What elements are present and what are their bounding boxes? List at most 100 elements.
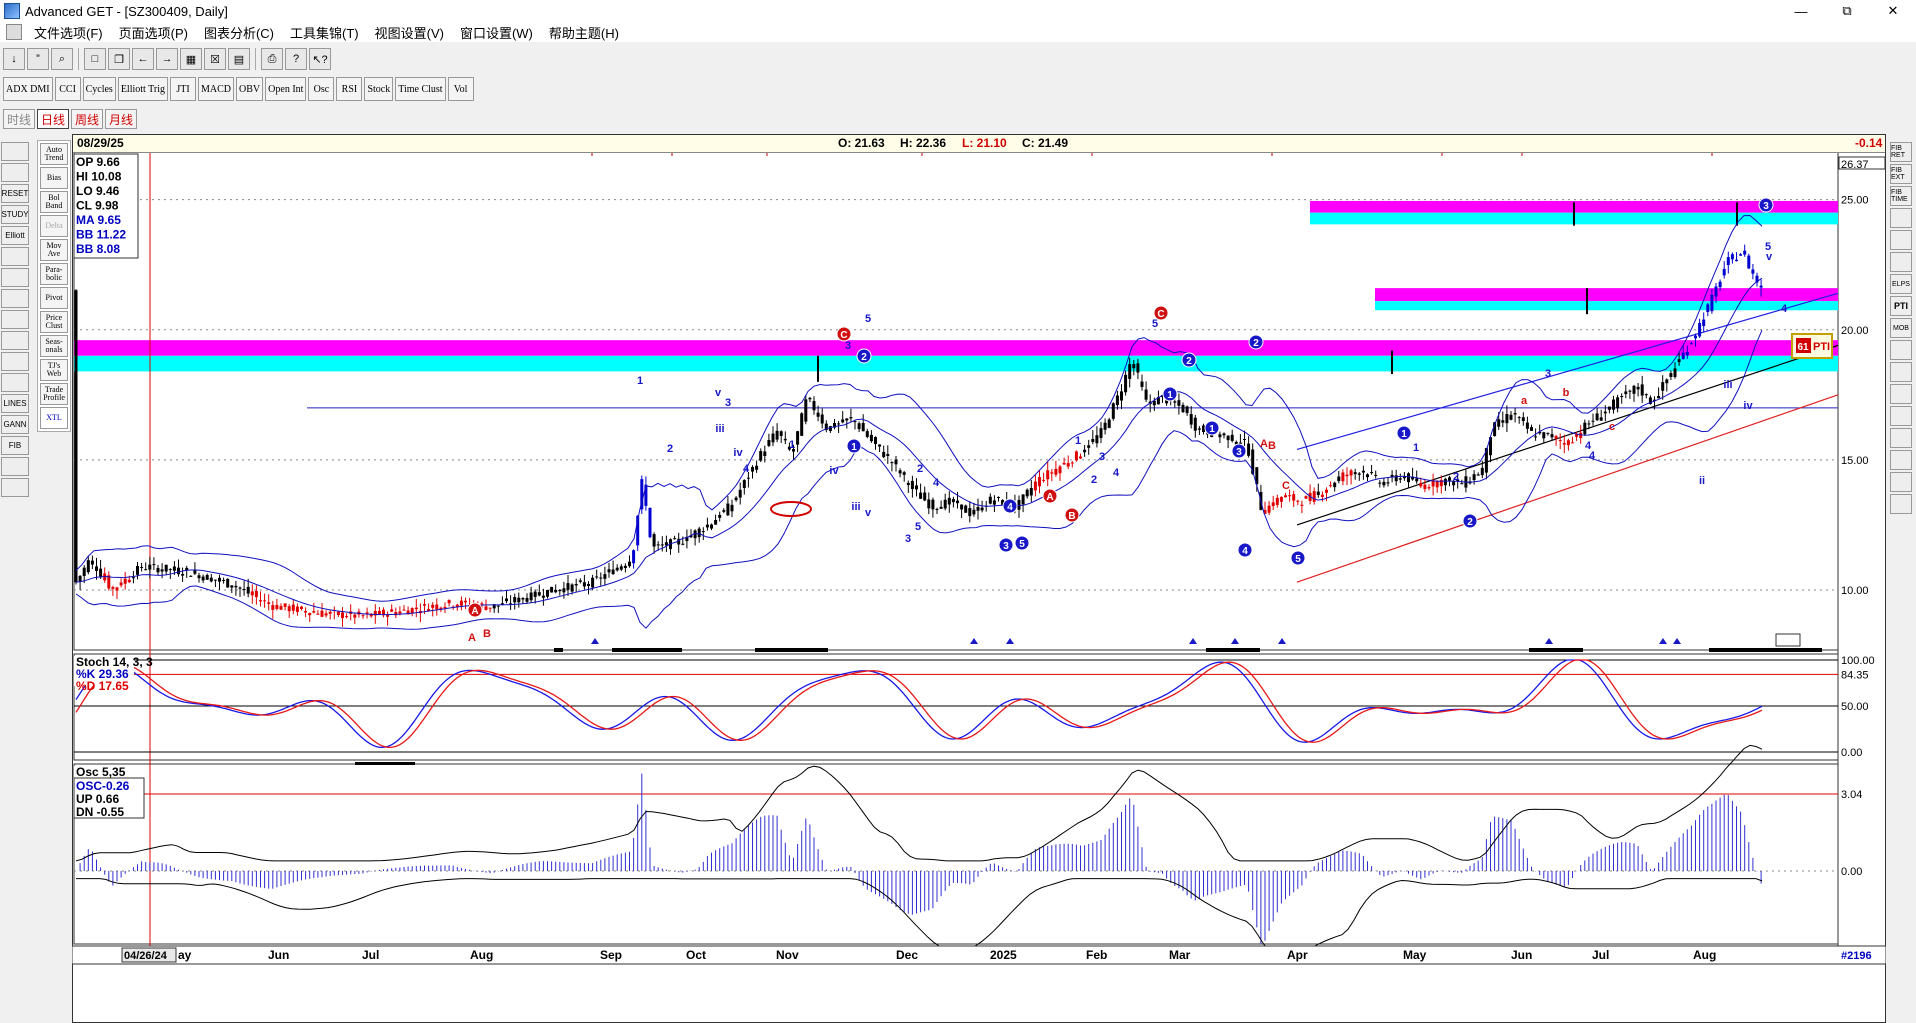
study-pivot[interactable]: Pivot xyxy=(40,287,68,309)
study-tj-s-web[interactable]: TJ's Web xyxy=(40,359,68,381)
menu-page[interactable]: 页面选项(P) xyxy=(118,25,188,41)
candle-body xyxy=(554,589,558,593)
close-button[interactable]: ✕ xyxy=(1887,3,1899,18)
arrow-left-icon[interactable] xyxy=(1,289,29,308)
candle-body xyxy=(1370,472,1374,474)
reset-icon[interactable]: RESET xyxy=(1,184,29,203)
study-auto-trend[interactable]: Auto Trend xyxy=(40,143,68,165)
right-tool-icon-16[interactable] xyxy=(1890,494,1912,514)
right-tool-icon-13[interactable] xyxy=(1890,428,1912,448)
right-tool-fib-time[interactable]: FIB TIME xyxy=(1890,186,1912,206)
right-tool-fib-ret[interactable]: FIB RET xyxy=(1890,142,1912,162)
right-tool-icon-11[interactable] xyxy=(1890,384,1912,404)
export-icon[interactable]: ▤ xyxy=(228,48,250,70)
pin-icon[interactable]: ↓ xyxy=(3,48,25,70)
study-delta[interactable]: Delta xyxy=(40,215,68,237)
right-tool-elps[interactable]: ELPS xyxy=(1890,274,1912,294)
right-tool-pti[interactable]: PTI xyxy=(1890,296,1912,316)
lines-icon[interactable]: LINES xyxy=(1,394,29,413)
expand-icon[interactable] xyxy=(1,352,29,371)
macd-button[interactable]: MACD xyxy=(198,77,235,101)
arrow-right-icon[interactable] xyxy=(1,310,29,329)
adx-dmi-button[interactable]: ADX DMI xyxy=(3,77,53,101)
obv-button[interactable]: OBV xyxy=(236,77,264,101)
stoch-tick-label: 50.00 xyxy=(1841,701,1869,713)
context-help-icon[interactable]: ↖? xyxy=(309,48,331,70)
layout-icon[interactable]: ▦ xyxy=(180,48,202,70)
right-tool-icon-15[interactable] xyxy=(1890,472,1912,492)
compress-icon[interactable] xyxy=(1,331,29,350)
jti-button[interactable]: JTI xyxy=(170,77,197,101)
study-price-clust[interactable]: Price Clust xyxy=(40,311,68,333)
cci-button[interactable]: CCI xyxy=(54,77,81,101)
print-icon[interactable]: ⎙ xyxy=(261,48,283,70)
back-icon[interactable]: ← xyxy=(132,48,154,70)
quote-icon[interactable]: ” xyxy=(27,48,49,70)
binoculars-icon[interactable] xyxy=(1,163,29,182)
period-daily[interactable]: 日线 xyxy=(37,109,70,129)
study-bias[interactable]: Bias xyxy=(40,167,68,189)
right-tool-fib-ext[interactable]: FIB EXT xyxy=(1890,164,1912,184)
document-icon[interactable] xyxy=(6,24,22,40)
fib-icon[interactable]: FIB xyxy=(1,436,29,455)
arrow-down-icon[interactable] xyxy=(1,268,29,287)
copy-icon[interactable]: ❐ xyxy=(108,48,130,70)
candle-body xyxy=(320,610,324,617)
right-tool-icon-9[interactable] xyxy=(1890,340,1912,360)
minimize-button[interactable]: — xyxy=(1794,3,1808,19)
elliott-trig-button[interactable]: Elliott Trig xyxy=(117,77,169,101)
help-icon[interactable]: ? xyxy=(285,48,307,70)
stock-button[interactable]: Stock xyxy=(364,77,394,101)
menu-file[interactable]: 文件选项(F) xyxy=(34,25,103,41)
right-tool-icon-4[interactable] xyxy=(1890,230,1912,250)
rsi-button[interactable]: RSI xyxy=(336,77,363,101)
forward-icon[interactable]: → xyxy=(156,48,178,70)
chart-area[interactable]: 26.37 25.00 20.00 15.00 10.00 OP 9.66 HI 10.08… xyxy=(72,134,1886,1023)
stoch-tick-label: 84.35 xyxy=(1841,669,1869,681)
period-monthly[interactable]: 月线 xyxy=(105,109,138,129)
menu-tools[interactable]: 工具集锦(T) xyxy=(290,25,359,41)
open-int-button[interactable]: Open Int xyxy=(265,77,307,101)
menu-window[interactable]: 窗口设置(W) xyxy=(459,25,533,41)
candle-body xyxy=(1271,502,1275,507)
elliott-icon[interactable]: Elliott xyxy=(1,226,29,245)
study-bol-band[interactable]: Bol Band xyxy=(40,191,68,213)
print-icon[interactable] xyxy=(1,478,29,497)
period-weekly[interactable]: 周线 xyxy=(71,109,104,129)
study-mov-ave[interactable]: Mov Ave xyxy=(40,239,68,261)
study-xtl[interactable]: XTL xyxy=(40,407,68,429)
study-para-bolic[interactable]: Para-bolic xyxy=(40,263,68,285)
candle-body xyxy=(1558,440,1562,442)
find-icon[interactable]: ⌕ xyxy=(51,48,73,70)
right-tool-icon-5[interactable] xyxy=(1890,252,1912,272)
gann-icon[interactable]: GANN xyxy=(1,415,29,434)
candle-body xyxy=(648,507,652,538)
right-tool-mob[interactable]: MOB xyxy=(1890,318,1912,338)
study-trade-profile[interactable]: Trade Profile xyxy=(40,383,68,405)
right-tool-icon-14[interactable] xyxy=(1890,450,1912,470)
menu-view[interactable]: 视图设置(V) xyxy=(374,25,444,41)
candle-body xyxy=(382,609,385,616)
menu-chart-analysis[interactable]: 图表分析(C) xyxy=(203,25,274,41)
cycles-button[interactable]: Cycles xyxy=(82,77,116,101)
candle-body xyxy=(636,515,640,546)
vol-button[interactable]: Vol xyxy=(447,77,474,101)
time-clust-button[interactable]: Time Clust xyxy=(395,77,446,101)
arrow-up-icon[interactable] xyxy=(1,247,29,266)
study-icon[interactable]: STUDY xyxy=(1,205,29,224)
grid-icon[interactable]: ☒ xyxy=(204,48,226,70)
open-icon[interactable] xyxy=(1,142,29,161)
zoom-icon[interactable] xyxy=(1,373,29,392)
period-intraday[interactable]: 时线 xyxy=(3,109,36,129)
crosshair-icon[interactable] xyxy=(1,457,29,476)
study-seas-onals[interactable]: Seas-onals xyxy=(40,335,68,357)
osc-button[interactable]: Osc xyxy=(308,77,335,101)
right-tool-icon-10[interactable] xyxy=(1890,362,1912,382)
new-page-icon[interactable]: □ xyxy=(84,48,106,70)
maximize-button[interactable]: ⧉ xyxy=(1842,3,1852,18)
right-tool-icon-3[interactable] xyxy=(1890,208,1912,228)
candle-body xyxy=(587,583,590,587)
right-tool-icon-12[interactable] xyxy=(1890,406,1912,426)
menu-help[interactable]: 帮助主题(H) xyxy=(548,25,619,41)
